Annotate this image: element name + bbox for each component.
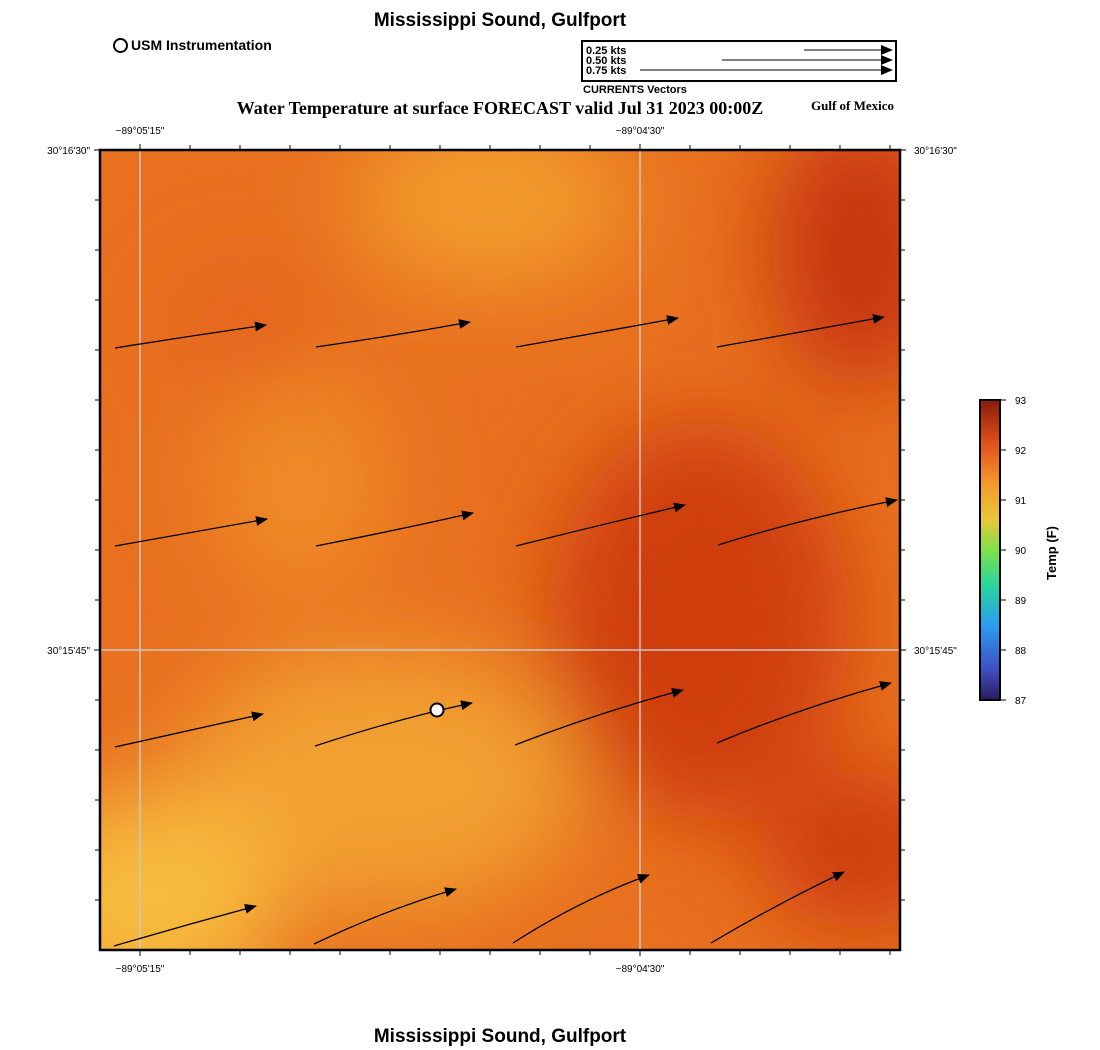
y-tick-label-right-1: 30°16'30" — [914, 146, 957, 157]
circle-marker-icon — [113, 37, 128, 53]
current-vector — [710, 871, 845, 944]
graticule — [100, 150, 900, 950]
x-tick-label-bottom-2: −89°04'30" — [616, 964, 665, 975]
colorbar-tick-label: 92 — [1015, 446, 1027, 457]
current-vector — [315, 510, 474, 547]
colorbar-tick-label: 93 — [1015, 396, 1027, 407]
current-vector — [313, 887, 457, 945]
current-vector — [716, 314, 885, 348]
current-vector — [113, 904, 257, 947]
current-vector — [512, 874, 650, 944]
mild-patch-west — [210, 360, 390, 600]
current-vector — [515, 502, 686, 547]
region-label: Gulf of Mexico — [811, 98, 895, 113]
current-vector — [315, 319, 471, 348]
warm-patch-north — [350, 150, 630, 290]
colorbar-tick-label: 87 — [1015, 696, 1027, 707]
y-tick-label-left-2: 30°15'45" — [47, 646, 90, 657]
colorbar-tick-label: 91 — [1015, 496, 1027, 507]
y-tick-label-left-1: 30°16'30" — [47, 146, 90, 157]
site-title: Mississippi Sound, Gulfport — [373, 10, 627, 31]
vector-legend: 0.25 kts 0.50 kts 0.75 kts — [581, 40, 897, 82]
colorbar-tick-label: 90 — [1015, 546, 1027, 557]
hot-patch-center — [550, 420, 850, 820]
station-legend-label: USM Instrumentation — [131, 37, 272, 53]
vector-legend-label-3: 0.75 kts — [586, 65, 627, 77]
current-vector — [114, 321, 267, 349]
frame-ticks — [94, 144, 906, 956]
colorbar-label: Temp (F) — [1044, 526, 1059, 580]
cool-patch-southwest — [100, 790, 280, 950]
vector-legend-label-2: 0.50 kts — [586, 55, 627, 67]
x-tick-label-top-1: −89°05'15" — [116, 126, 165, 137]
y-tick-label-right-2: 30°15'45" — [914, 646, 957, 657]
current-vector — [717, 497, 898, 546]
x-tick-label-bottom-1: −89°05'15" — [116, 964, 165, 975]
station-legend: USM Instrumentation — [113, 37, 272, 53]
vector-legend-title: CURRENTS Vectors — [583, 84, 687, 96]
current-vector — [114, 711, 264, 748]
colorbar: 93 92 91 90 89 88 87 — [979, 396, 1027, 707]
warm-patch-south — [180, 650, 580, 910]
map-title: Water Temperature at surface FORECAST va… — [236, 98, 764, 118]
x-tick-label-top-2: −89°04'30" — [616, 126, 665, 137]
vector-legend-label-1: 0.25 kts — [586, 45, 627, 57]
current-vector — [515, 315, 679, 348]
current-vector — [114, 516, 268, 547]
colorbar-tick-label: 89 — [1015, 596, 1027, 607]
hot-patch-northeast — [770, 150, 900, 390]
temperature-field — [100, 150, 900, 950]
usm-station-marker[interactable] — [429, 702, 445, 718]
current-vector — [514, 687, 684, 746]
warm-patch-northwest — [170, 270, 330, 390]
vector-legend-arrows — [640, 45, 893, 75]
current-vector — [314, 700, 473, 747]
colorbar-gradient — [979, 399, 1001, 701]
footer-site-title: Mississippi Sound, Gulfport — [373, 1026, 627, 1047]
hot-patch-southeast — [760, 770, 900, 930]
current-vector — [716, 681, 892, 744]
colorbar-tick-label: 88 — [1015, 646, 1027, 657]
current-vectors — [113, 314, 898, 947]
colorbar-ticks — [1000, 399, 1006, 701]
